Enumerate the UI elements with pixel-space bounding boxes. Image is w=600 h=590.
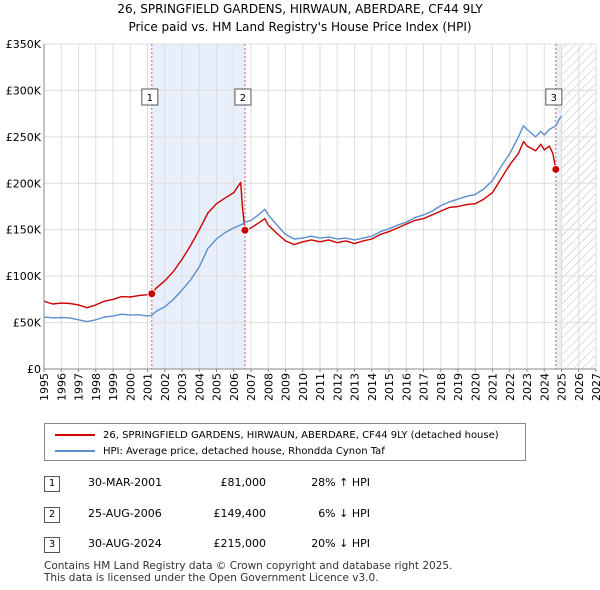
series-lines <box>44 115 563 323</box>
sale-marker-box <box>545 88 563 106</box>
x-tick-label: 2022 <box>504 373 517 401</box>
y-tick-label: £250K <box>6 131 42 144</box>
y-tick-label: £300K <box>6 84 42 97</box>
x-tick-label: 2025 <box>556 373 569 401</box>
transaction-date: 30-AUG-2024 <box>88 537 162 550</box>
footer-line-licence: This data is licensed under the Open Gov… <box>44 572 379 584</box>
x-tick-label: 2008 <box>262 373 275 401</box>
sale-point <box>147 289 157 299</box>
sale-markers: 1 2 3 <box>141 44 563 369</box>
sale-marker-label: 3 <box>551 93 557 104</box>
y-tick-label: £200K <box>6 177 42 190</box>
x-tick-label: 2004 <box>193 373 206 401</box>
x-tick-label: 2003 <box>176 373 189 401</box>
transaction-badge: 1 <box>44 476 60 492</box>
axes: £0 £50K £100K £150K £200K £250K £300K £350K 1995… <box>6 38 600 401</box>
hpi-line <box>44 115 563 323</box>
y-tick-label: £350K <box>6 38 42 51</box>
x-tick-label: 2026 <box>573 373 586 401</box>
legend: 26, SPRINGFIELD GARDENS, HIRWAUN, ABERDA… <box>44 423 526 461</box>
table-row: 1 30-MAR-2001 £81,000 28% ↑ HPI <box>0 474 600 494</box>
x-tick-label: 2014 <box>366 373 379 401</box>
sale-marker-label: 2 <box>240 93 246 104</box>
transaction-price: £215,000 <box>213 537 267 550</box>
x-tick-label: 2016 <box>400 373 413 401</box>
transaction-date: 30-MAR-2001 <box>88 476 163 489</box>
transaction-hpi: 20% ↓ HPI <box>311 537 370 550</box>
x-tick-label: 2001 <box>142 373 155 401</box>
x-tick-label: 1999 <box>107 373 120 401</box>
table-row: 3 30-AUG-2024 £215,000 20% ↓ HPI <box>0 535 600 555</box>
x-tick-label: 2006 <box>228 373 241 401</box>
x-tick-label: 2018 <box>435 373 448 401</box>
transaction-price: £81,000 <box>220 476 267 489</box>
footer-line-copyright: Contains HM Land Registry data © Crown c… <box>44 560 453 572</box>
footer-attribution: Contains HM Land Registry data © Crown c… <box>44 560 452 584</box>
x-tick-label: 2013 <box>349 373 362 401</box>
x-tick-label: 2027 <box>590 373 600 401</box>
x-tick-label: 2009 <box>280 373 293 401</box>
sale-marker-label: 1 <box>147 93 153 104</box>
shaded-period <box>555 44 562 369</box>
x-tick-label: 2023 <box>521 373 534 401</box>
property-price-line <box>44 140 557 309</box>
x-tick-label: 1998 <box>90 373 103 401</box>
legend-label-hpi: HPI: Average price, detached house, Rhon… <box>103 445 385 457</box>
x-tick-label: 2024 <box>538 373 551 401</box>
sale-marker-box <box>141 88 159 106</box>
x-tick-label: 2020 <box>469 373 482 401</box>
sale-point <box>240 225 250 235</box>
x-tick-label: 2005 <box>211 373 224 401</box>
x-tick-label: 2011 <box>314 373 327 401</box>
y-tick-label: £50K <box>13 317 42 330</box>
chart-subtitle: Price paid vs. HM Land Registry's House … <box>128 20 471 34</box>
legend-item-hpi: HPI: Average price, detached house, Rhon… <box>55 443 385 459</box>
x-tick-label: 2002 <box>159 373 172 401</box>
grid <box>43 43 597 370</box>
x-tick-label: 2012 <box>331 373 344 401</box>
x-tick-label: 2015 <box>383 373 396 401</box>
y-tick-label: £0 <box>27 363 41 376</box>
x-tick-label: 2017 <box>418 373 431 401</box>
transaction-badge: 3 <box>44 537 60 553</box>
transaction-hpi: 28% ↑ HPI <box>311 476 370 489</box>
price-chart: 26, SPRINGFIELD GARDENS, HIRWAUN, ABERDA… <box>6 2 600 401</box>
transaction-hpi: 6% ↓ HPI <box>318 507 370 520</box>
legend-swatch-hpi <box>55 450 95 452</box>
shaded-periods <box>151 44 596 369</box>
x-tick-label: 1996 <box>55 373 68 401</box>
y-tick-label: £150K <box>6 224 42 237</box>
x-tick-label: 2010 <box>297 373 310 401</box>
legend-item-property: 26, SPRINGFIELD GARDENS, HIRWAUN, ABERDA… <box>55 427 499 443</box>
table-row: 2 25-AUG-2006 £149,400 6% ↓ HPI <box>0 505 600 525</box>
y-tick-label: £100K <box>6 270 42 283</box>
x-tick-label: 2019 <box>452 373 465 401</box>
transaction-badge: 2 <box>44 507 60 523</box>
x-tick-label: 2000 <box>124 373 137 401</box>
transaction-price: £149,400 <box>213 507 267 520</box>
x-tick-label: 1995 <box>38 373 51 401</box>
transaction-date: 25-AUG-2006 <box>88 507 162 520</box>
chart-title: 26, SPRINGFIELD GARDENS, HIRWAUN, ABERDA… <box>117 2 483 16</box>
legend-label-property: 26, SPRINGFIELD GARDENS, HIRWAUN, ABERDA… <box>103 429 499 441</box>
sale-point <box>551 164 561 174</box>
x-tick-label: 2021 <box>487 373 500 401</box>
legend-swatch-property <box>55 434 95 436</box>
shaded-period <box>151 44 245 369</box>
x-tick-label: 1997 <box>73 373 86 401</box>
x-tick-label: 2007 <box>245 373 258 401</box>
sale-marker-box <box>234 88 252 106</box>
